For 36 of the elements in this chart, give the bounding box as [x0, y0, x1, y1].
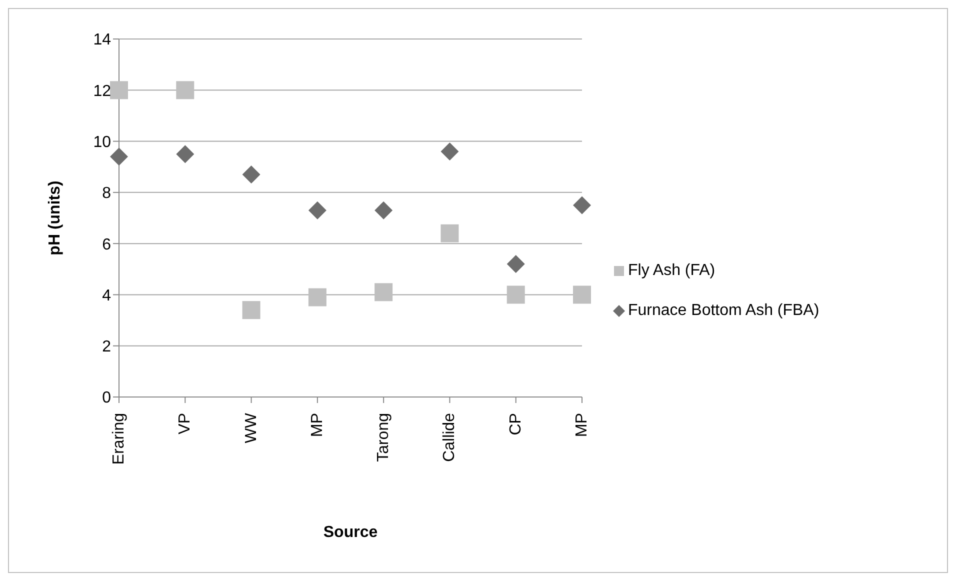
x-tick-label: Eraring — [110, 413, 128, 465]
y-tick-label: 2 — [102, 338, 112, 356]
point — [573, 286, 591, 304]
point — [110, 148, 128, 166]
y-tick-label: 10 — [93, 134, 112, 151]
point — [308, 288, 326, 306]
x-tick-label: Callide — [441, 412, 458, 462]
point — [573, 196, 591, 214]
point — [242, 301, 260, 320]
point — [440, 142, 459, 161]
point — [242, 166, 260, 184]
y-tick-label: 0 — [102, 390, 112, 407]
point — [176, 145, 194, 164]
y-tick-label: 6 — [102, 236, 112, 254]
x-tick-label: WW — [242, 412, 260, 444]
point — [506, 286, 525, 304]
x-axis-title: Source — [323, 524, 378, 541]
point — [374, 283, 393, 302]
y-tick-label: 8 — [102, 185, 112, 202]
point — [110, 81, 128, 100]
y-tick-label: 14 — [93, 32, 112, 49]
legend-label: Fly Ash (FA) — [628, 262, 716, 280]
x-tick-label: CP — [507, 413, 524, 436]
point — [308, 201, 326, 220]
y-tick-label: 4 — [102, 287, 112, 304]
point — [440, 224, 459, 242]
point — [506, 255, 525, 274]
y-axis-title: pH (units) — [46, 180, 64, 256]
legend-label: Furnace Bottom Ash (FBA) — [628, 302, 820, 320]
point — [374, 201, 393, 220]
point — [176, 81, 194, 100]
y-tick-label: 12 — [93, 82, 112, 100]
x-tick-label: MP — [308, 413, 326, 437]
x-tick-label: MP — [574, 413, 590, 437]
x-tick-label: Tarong — [375, 413, 392, 462]
x-tick-label: VP — [176, 413, 194, 434]
